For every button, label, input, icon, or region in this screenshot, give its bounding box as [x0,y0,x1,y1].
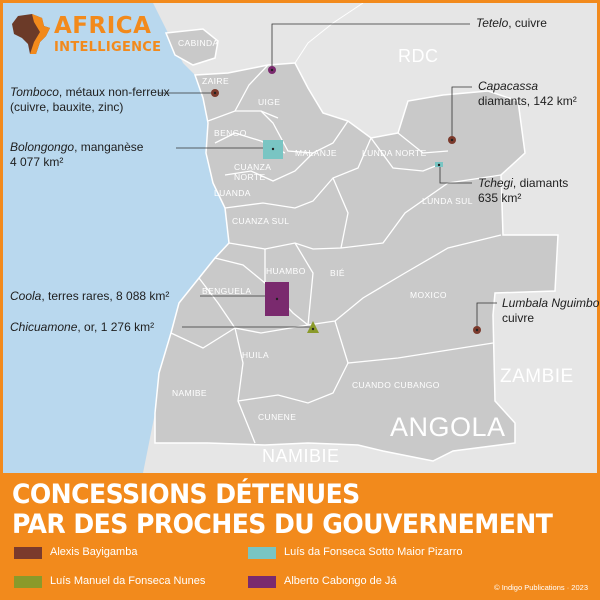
label-chicuamone: Chicuamone, or, 1 276 km² [10,320,155,334]
legend-label: Luís da Fonseca Sotto Maior Pizarro [284,546,463,558]
label-bolongongo: Bolongongo, manganèse 4 077 km² [10,140,144,169]
legend-label: Alberto Cabongo de Já [284,575,397,587]
region-huambo: HUAMBO [266,266,306,276]
copyright: © Indigo Publications · 2023 [494,583,588,592]
region-lunda-norte: LUNDA NORTE [362,148,427,158]
label-tomboco: Tomboco, métaux non-ferreux (cuivre, baux… [10,85,170,114]
title-line2: PAR DES PROCHES DU GOUVERNEMENT [12,509,553,540]
label-coola: Coola, terres rares, 8 088 km² [10,289,170,303]
legend-swatch [14,547,42,559]
region-cuanza-norte: CUANZA NORTE [234,162,272,182]
label-lumbala: Lumbala Nguimbo cuivre [502,296,600,325]
country-label-zambia: ZAMBIE [500,366,574,387]
region-cunene: CUNENE [258,412,297,422]
leader-line-tchegi [439,165,472,184]
region-moxico: MOXICO [410,290,447,300]
sea [3,3,229,473]
region-lunda-sul: LUNDA SUL [422,196,473,206]
cabinda-land [164,28,219,66]
legend-swatch [14,576,42,588]
region-benguela: BENGUELA [202,286,252,296]
region-malanje: MALANJE [295,148,338,158]
legend-label: Alexis Bayigamba [50,546,138,558]
brand-logo: AFRICA INTELLIGENCE [10,12,170,60]
bottom-banner: CONCESSIONS DÉTENUES PAR DES PROCHES DU … [0,473,600,600]
brand-line1: AFRICA [54,13,152,39]
africa-map-icon [12,14,50,54]
region-huila: HUILA [242,350,270,360]
label-capacassa: Capacassa diamants, 142 km² [478,79,577,108]
region-uige: UIGE [258,97,281,107]
country-label-angola: ANGOLA [390,412,506,442]
region-namibe: NAMIBE [172,388,207,398]
region-zaire: ZAIRE [202,76,230,86]
legend-label: Luís Manuel da Fonseca Nunes [50,575,206,587]
label-tetelo: Tetelo, cuivre [476,16,547,30]
region-cuando-cubango: CUANDO CUBANGO [352,380,440,390]
title-line1: CONCESSIONS DÉTENUES [12,479,360,510]
region-cuanza-sul: CUANZA SUL [232,216,290,226]
map [3,3,597,473]
province-borders [170,64,502,444]
drc-border [294,3,364,64]
legend-swatch [248,576,276,588]
marker-chicuamone [307,321,319,333]
legend-swatch [248,547,276,559]
leader-line-tetelo [271,23,470,70]
country-label-namibia: NAMIBIE [262,446,340,466]
region-cabinda: CABINDA [178,38,219,48]
brand-line2: INTELLIGENCE [54,40,162,55]
leader-line-lumbala [476,302,497,330]
region-bie: BIÉ [330,268,345,278]
country-label-drc: RDC [398,46,439,66]
leader-line-capacassa [451,86,472,140]
label-tchegi: Tchegi, diamants 635 km² [478,176,569,205]
angola-land [154,62,559,462]
region-bengo: BENGO [214,128,247,138]
region-luanda: LUANDA [214,188,251,198]
